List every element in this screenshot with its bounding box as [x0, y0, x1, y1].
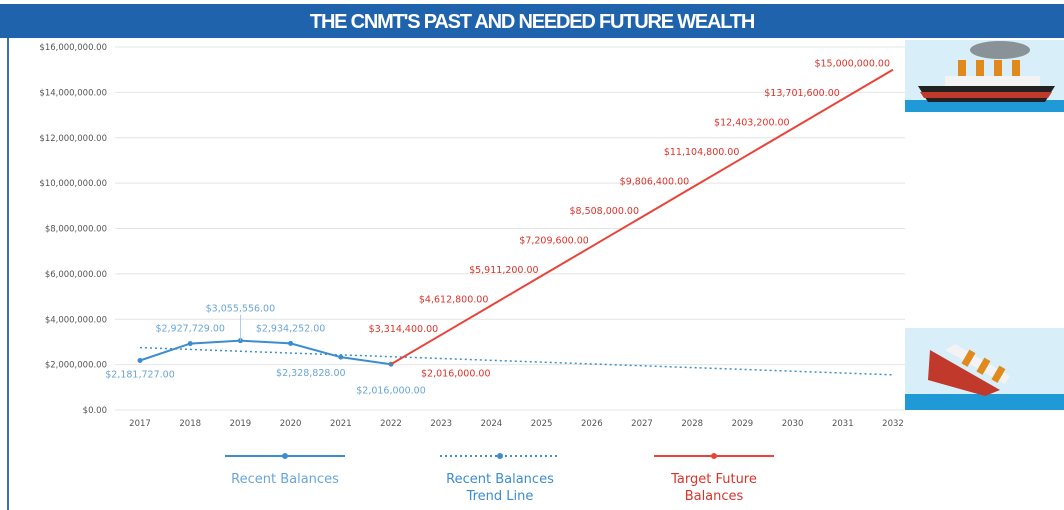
x-tick-label: 2021: [330, 419, 352, 429]
data-label: $2,328,828.00: [276, 368, 346, 379]
point: [138, 358, 143, 363]
x-tick-label: 2025: [531, 419, 553, 429]
legend-label: Target Future Balances: [644, 471, 784, 505]
x-tick-label: 2029: [732, 419, 754, 429]
x-tick-label: 2018: [179, 419, 201, 429]
x-tick-label: 2032: [882, 419, 904, 429]
y-tick-label: $10,000,000.00: [39, 179, 107, 189]
data-label: $3,314,400.00: [369, 324, 439, 335]
x-tick-label: 2024: [481, 419, 503, 429]
chart-title: THE CNMT'S PAST AND NEEDED FUTURE WEALTH: [310, 11, 755, 33]
point: [288, 341, 293, 346]
x-tick-label: 2026: [581, 419, 603, 429]
x-tick-label: 2023: [430, 419, 452, 429]
data-label: $4,612,800.00: [419, 294, 489, 305]
data-label: $5,911,200.00: [469, 265, 539, 276]
x-tick-label: 2017: [129, 419, 151, 429]
y-tick-label: $12,000,000.00: [39, 134, 107, 144]
y-tick-label: $16,000,000.00: [39, 43, 107, 53]
data-label: $11,104,800.00: [664, 147, 740, 158]
y-tick-label: $2,000,000.00: [45, 361, 107, 371]
point: [188, 341, 193, 346]
data-label: $3,055,556.00: [206, 304, 276, 315]
page: THE CNMT'S PAST AND NEEDED FUTURE WEALTH…: [0, 0, 1064, 510]
data-label: $8,508,000.00: [569, 206, 639, 217]
data-label: $9,806,400.00: [620, 177, 690, 188]
series-line: [140, 348, 893, 375]
y-tick-label: $6,000,000.00: [45, 270, 107, 280]
data-label: $2,016,000.00: [356, 385, 426, 396]
x-tick-label: 2027: [631, 419, 653, 429]
chart: THE CNMT'S PAST AND NEEDED FUTURE WEALTH…: [0, 0, 1064, 510]
x-tick-label: 2028: [681, 419, 703, 429]
legend-label: Recent Balances: [215, 471, 355, 488]
ship-afloat: [905, 40, 1064, 112]
legend-marker: [282, 453, 288, 459]
x-tick-label: 2022: [380, 419, 402, 429]
legend-marker: [497, 453, 503, 459]
y-tick-label: $8,000,000.00: [45, 225, 107, 235]
data-label: $2,181,727.00: [105, 370, 175, 381]
y-tick-label: $0.00: [83, 406, 107, 416]
legend-marker: [711, 453, 717, 459]
data-label: $2,934,252.00: [256, 323, 326, 334]
x-tick-label: 2019: [230, 419, 252, 429]
x-tick-label: 2030: [782, 419, 804, 429]
data-label: $7,209,600.00: [519, 235, 589, 246]
y-tick-label: $4,000,000.00: [45, 315, 107, 325]
data-label: $2,016,000.00: [421, 368, 491, 379]
data-label: $15,000,000.00: [814, 59, 890, 70]
legend-label: Recent Balances Trend Line: [440, 471, 560, 505]
data-label: $13,701,600.00: [764, 88, 840, 99]
x-tick-label: 2031: [832, 419, 854, 429]
x-tick-label: 2020: [280, 419, 302, 429]
y-tick-label: $14,000,000.00: [39, 88, 107, 98]
series-line: [391, 70, 893, 365]
ship-sinking: [905, 328, 1064, 410]
data-label: $12,403,200.00: [714, 118, 790, 129]
data-label: $2,927,729.00: [155, 324, 225, 335]
